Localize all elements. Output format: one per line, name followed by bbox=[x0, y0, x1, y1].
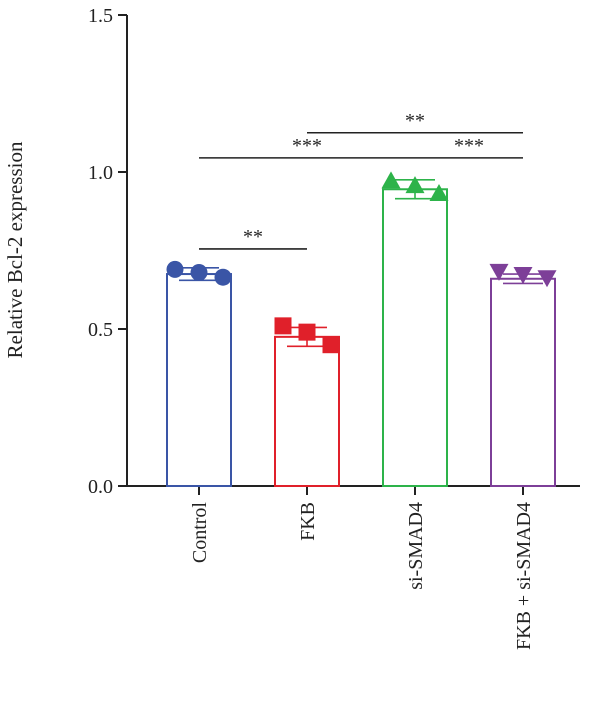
data-point bbox=[405, 176, 425, 194]
data-point bbox=[322, 336, 340, 354]
significance-label: ** bbox=[405, 110, 425, 132]
bar bbox=[166, 273, 232, 487]
y-tick-label: 0.0 bbox=[88, 476, 113, 498]
data-point bbox=[166, 260, 184, 278]
data-point bbox=[489, 263, 509, 281]
significance-annotations: ***** ***** bbox=[199, 110, 523, 250]
data-point bbox=[214, 268, 232, 286]
x-tick-label: FKB bbox=[297, 502, 319, 541]
x-tick-label: Control bbox=[189, 502, 211, 564]
x-tick-label: FKB + si-SMAD4 bbox=[513, 502, 535, 650]
data-point bbox=[274, 317, 292, 335]
significance-label: *** bbox=[292, 135, 322, 157]
data-point bbox=[381, 171, 401, 189]
axes: 0.0 0.5 1.0 1.5 Control FKB si-SMAD4 FKB + si-S… bbox=[88, 5, 580, 650]
bars bbox=[166, 171, 557, 488]
y-tick-label: 0.5 bbox=[88, 319, 113, 341]
bar bbox=[274, 335, 340, 487]
data-point bbox=[298, 323, 316, 341]
bar bbox=[382, 188, 448, 488]
significance-label: *** bbox=[454, 135, 484, 157]
bar bbox=[490, 277, 556, 488]
y-tick-label: 1.0 bbox=[88, 162, 113, 184]
significance-label: ** bbox=[243, 226, 263, 248]
y-axis-title: Relative Bcl-2 expression bbox=[3, 141, 27, 358]
data-point bbox=[429, 183, 449, 201]
data-point bbox=[513, 267, 533, 285]
data-point bbox=[537, 270, 557, 288]
y-tick-label: 1.5 bbox=[88, 5, 113, 27]
x-tick-label: si-SMAD4 bbox=[405, 502, 427, 590]
data-point bbox=[190, 263, 208, 281]
